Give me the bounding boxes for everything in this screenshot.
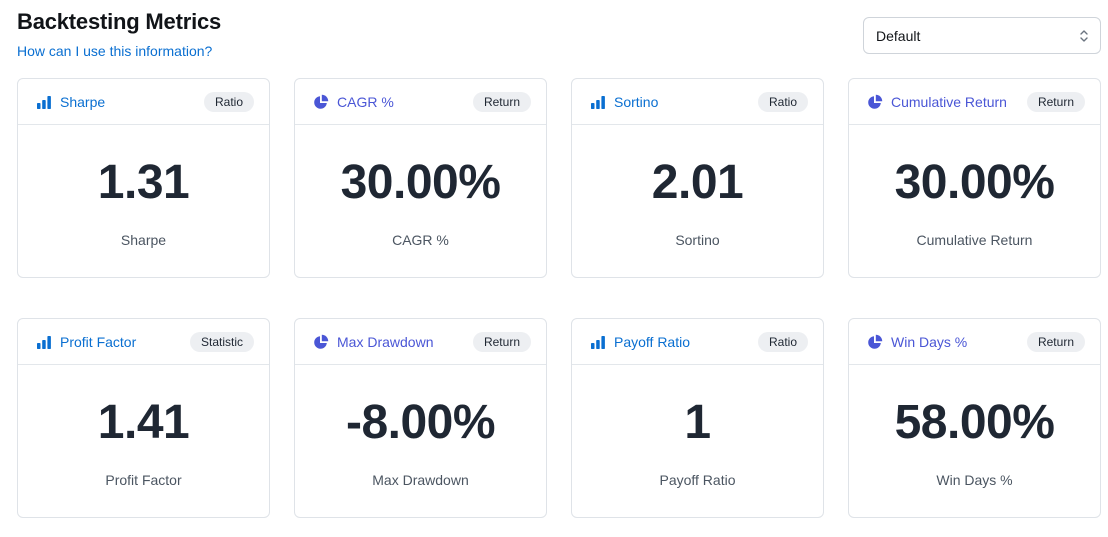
card-body: 1.31 Sharpe <box>18 125 269 277</box>
card-header: Win Days % Return <box>849 319 1100 365</box>
card-title[interactable]: Cumulative Return <box>891 93 1007 110</box>
bar-chart-icon <box>37 335 51 349</box>
metric-value: 58.00% <box>894 396 1055 449</box>
card-body: -8.00% Max Drawdown <box>295 365 546 517</box>
card-title[interactable]: Payoff Ratio <box>614 333 691 350</box>
metric-label: Sortino <box>675 232 720 248</box>
card-body: 1.41 Profit Factor <box>18 365 269 517</box>
metric-card-win-days: Win Days % Return 58.00% Win Days % <box>848 318 1101 518</box>
bar-chart-icon <box>37 95 51 109</box>
card-body: 30.00% CAGR % <box>295 125 546 277</box>
category-badge: Ratio <box>757 331 808 352</box>
bar-chart-icon <box>591 335 605 349</box>
metric-card-sharpe: Sharpe Ratio 1.31 Sharpe <box>17 78 270 278</box>
category-badge: Return <box>472 91 531 112</box>
card-body: 30.00% Cumulative Return <box>849 125 1100 277</box>
card-body: 2.01 Sortino <box>572 125 823 277</box>
card-header: Max Drawdown Return <box>295 319 546 365</box>
metric-label: Cumulative Return <box>916 232 1033 248</box>
card-body: 58.00% Win Days % <box>849 365 1100 517</box>
card-title[interactable]: Profit Factor <box>60 333 137 350</box>
metrics-grid: Sharpe Ratio 1.31 Sharpe CAGR % Return 3… <box>17 78 1101 518</box>
metric-card-cumulative-return: Cumulative Return Return 30.00% Cumulati… <box>848 78 1101 278</box>
chevron-up-down-icon <box>1080 29 1088 42</box>
category-badge: Return <box>1026 331 1085 352</box>
card-header: Cumulative Return Return <box>849 79 1100 125</box>
metric-label: Sharpe <box>120 232 167 248</box>
metric-card-sortino: Sortino Ratio 2.01 Sortino <box>571 78 824 278</box>
category-badge: Statistic <box>189 331 254 352</box>
category-badge: Ratio <box>757 91 808 112</box>
metric-value: 30.00% <box>894 156 1055 209</box>
pie-chart-icon <box>868 334 883 349</box>
card-title[interactable]: Sharpe <box>60 93 106 110</box>
pie-chart-icon <box>314 94 329 109</box>
metric-label: Max Drawdown <box>372 472 469 488</box>
card-header: Sharpe Ratio <box>18 79 269 125</box>
category-badge: Return <box>1026 91 1085 112</box>
metric-card-payoff-ratio: Payoff Ratio Ratio 1 Payoff Ratio <box>571 318 824 518</box>
metric-label: Win Days % <box>936 472 1013 488</box>
metric-card-max-drawdown: Max Drawdown Return -8.00% Max Drawdown <box>294 318 547 518</box>
metric-label: Payoff Ratio <box>659 472 736 488</box>
card-title[interactable]: CAGR % <box>337 93 394 110</box>
card-header: Payoff Ratio Ratio <box>572 319 823 365</box>
help-link[interactable]: How can I use this information? <box>17 43 213 59</box>
metric-value: 2.01 <box>651 156 744 209</box>
metric-value: 30.00% <box>340 156 501 209</box>
bar-chart-icon <box>591 95 605 109</box>
metric-set-select[interactable]: Default <box>863 17 1101 54</box>
card-header: Profit Factor Statistic <box>18 319 269 365</box>
metric-value: 1.41 <box>97 396 190 449</box>
metric-label: CAGR % <box>392 232 449 248</box>
page-title: Backtesting Metrics <box>17 9 222 34</box>
select-value: Default <box>876 27 921 44</box>
metric-label: Profit Factor <box>105 472 182 488</box>
metric-value: 1.31 <box>97 156 190 209</box>
card-header: Sortino Ratio <box>572 79 823 125</box>
metric-value: 1 <box>684 396 711 449</box>
card-title[interactable]: Max Drawdown <box>337 333 434 350</box>
card-title[interactable]: Win Days % <box>891 333 968 350</box>
pie-chart-icon <box>868 94 883 109</box>
card-title[interactable]: Sortino <box>614 93 659 110</box>
card-body: 1 Payoff Ratio <box>572 365 823 517</box>
metric-card-profit-factor: Profit Factor Statistic 1.41 Profit Fact… <box>17 318 270 518</box>
metric-value: -8.00% <box>345 396 496 449</box>
category-badge: Ratio <box>203 91 254 112</box>
card-header: CAGR % Return <box>295 79 546 125</box>
category-badge: Return <box>472 331 531 352</box>
pie-chart-icon <box>314 334 329 349</box>
metric-card-cagr: CAGR % Return 30.00% CAGR % <box>294 78 547 278</box>
